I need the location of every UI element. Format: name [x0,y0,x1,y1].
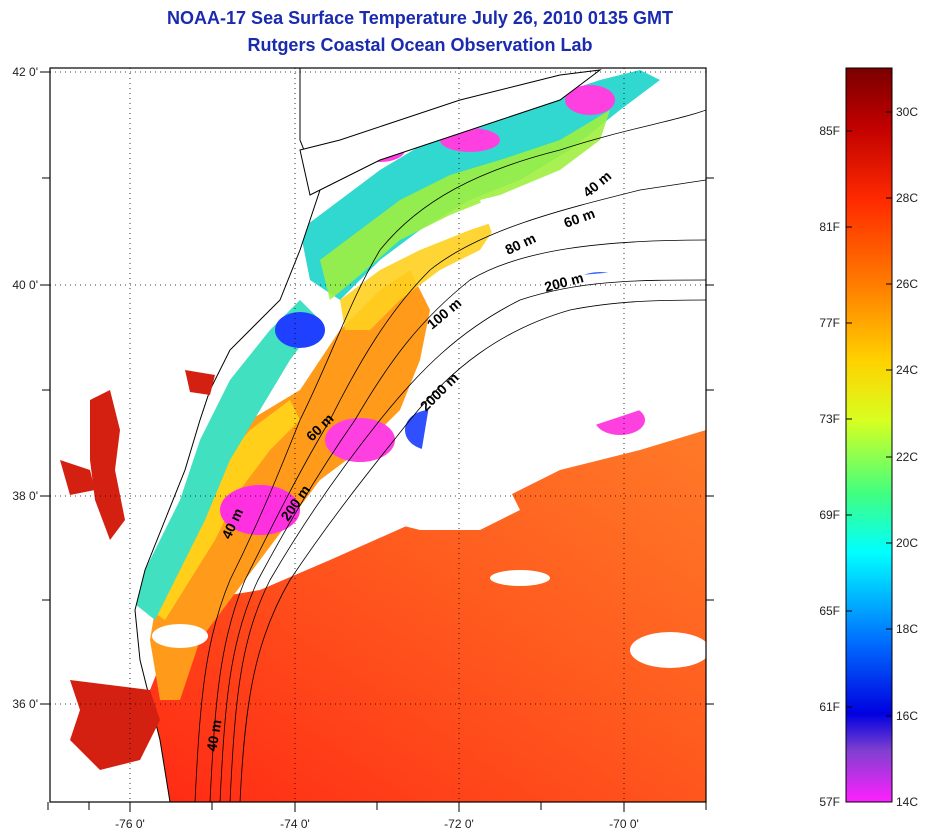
map-subtitle: Rutgers Coastal Ocean Observation Lab [247,35,593,55]
colorbar-f-label: 65F [819,604,840,618]
colorbar-c-label: 18C [896,622,918,636]
land [50,68,602,802]
colorbar-f-label: 81F [819,220,840,234]
colorbar-c-label: 22C [896,450,918,464]
colorbar-f-label: 61F [819,700,840,714]
colorbar-f-label: 69F [819,508,840,522]
isobath-label: 40 m [203,718,224,752]
colorbar-c-label: 26C [896,277,918,291]
pamlico-sound [70,680,160,770]
colorbar [845,67,893,803]
colorbar-c-label: 28C [896,191,918,205]
colorbar-c-label: 30C [896,105,918,119]
lon-tick-label: -70 0' [609,817,639,831]
map-frame [49,67,707,803]
shelf-water-region [150,270,430,700]
colorbar-fahrenheit-labels: 85F 81F 77F 73F 69F 65F 61F 57F [819,124,840,809]
lat-tick-label: 36 0' [12,697,38,711]
lon-tick-label: -76 0' [115,817,145,831]
lat-tick-label: 42 0' [12,65,38,79]
colorbar-f-label: 57F [819,795,840,809]
lat-tick-label: 40 0' [12,278,38,292]
colorbar-celsius-labels: 30C 28C 26C 24C 22C 20C 18C 16C 14C [896,105,918,809]
map-title: NOAA-17 Sea Surface Temperature July 26,… [167,8,673,28]
chesapeake-bay [60,370,215,540]
warm-ocean-region [150,430,706,802]
lon-tick-label: -74 0' [280,817,310,831]
lat-tick-label: 38 0' [12,489,38,503]
colorbar-f-label: 85F [819,124,840,138]
colorbar-c-ticks [886,111,892,717]
colorbar-f-label: 73F [819,412,840,426]
tick-marks [40,71,714,812]
colorbar-c-label: 24C [896,363,918,377]
cloud-gaps [152,70,706,668]
map-body [50,68,706,802]
colorbar-c-label: 16C [896,709,918,723]
colorbar-c-label: 14C [896,795,918,809]
green-shelf-north [320,110,610,300]
colorbar-f-label: 77F [819,316,840,330]
cool-coastal-band [130,300,320,620]
colorbar-c-label: 20C [896,536,918,550]
lon-tick-labels: -76 0' -74 0' -72 0' -70 0' [115,817,639,831]
isobaths [194,109,706,802]
yellow-shelf-north [340,220,500,330]
lat-tick-labels: 42 0' 40 0' 38 0' 36 0' [12,65,38,711]
colorbar-f-ticks [846,130,852,708]
lon-tick-label: -72 0' [444,817,474,831]
